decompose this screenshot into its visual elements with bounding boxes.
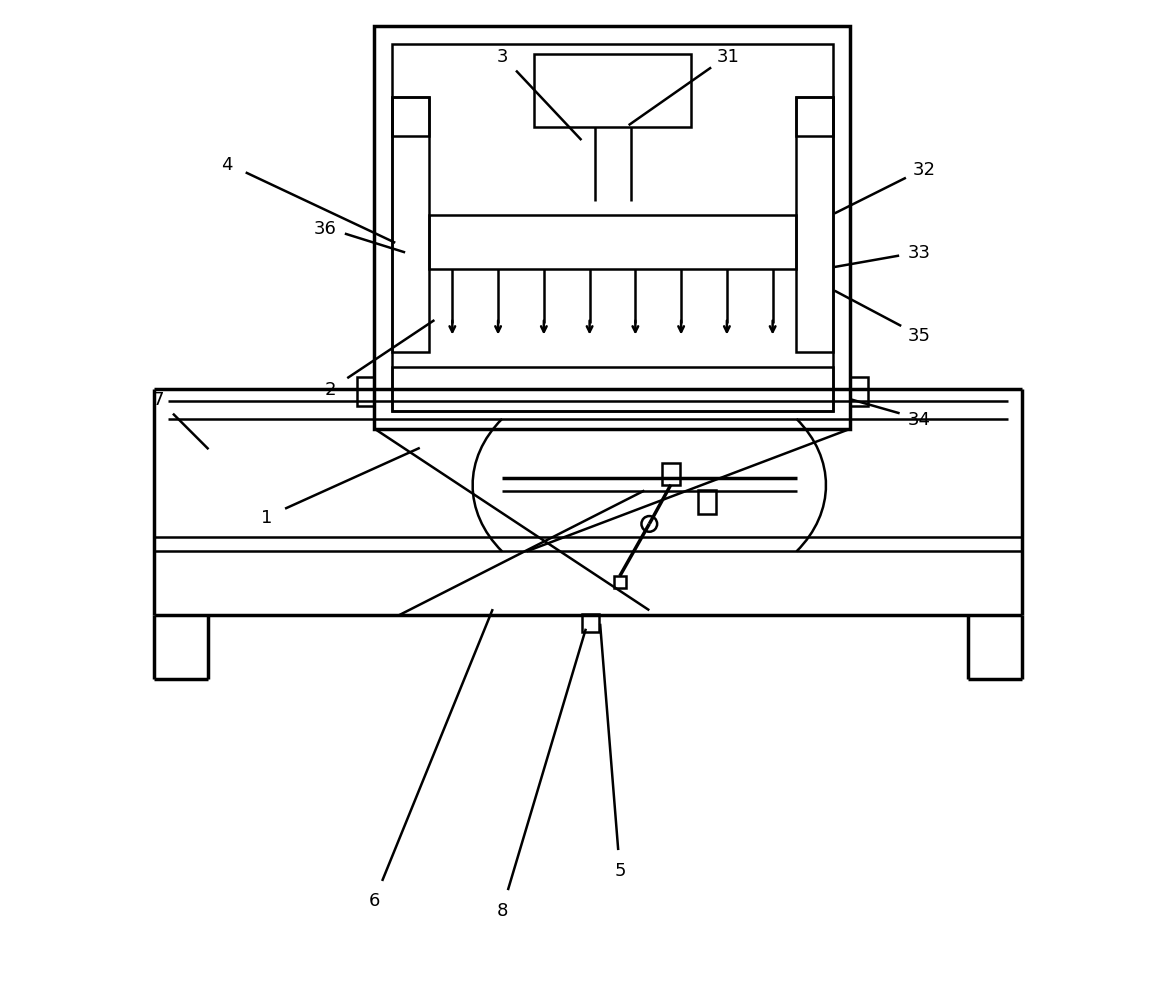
Bar — [662, 464, 679, 485]
Bar — [392, 98, 430, 137]
Bar — [375, 28, 850, 429]
Text: 7: 7 — [153, 390, 164, 409]
Text: 1: 1 — [261, 509, 272, 527]
Text: 4: 4 — [221, 156, 233, 174]
Text: 36: 36 — [314, 219, 337, 238]
Bar — [850, 378, 868, 406]
Bar — [698, 490, 715, 515]
Bar — [430, 216, 795, 269]
Text: 8: 8 — [497, 900, 508, 919]
Text: 5: 5 — [614, 862, 625, 880]
Text: 2: 2 — [324, 381, 336, 399]
Bar — [392, 98, 430, 353]
Bar — [582, 614, 600, 632]
Bar — [795, 98, 833, 137]
Text: 6: 6 — [369, 891, 381, 909]
Text: 31: 31 — [717, 47, 739, 66]
Text: 35: 35 — [908, 327, 931, 345]
Text: 33: 33 — [908, 244, 931, 261]
Text: 34: 34 — [908, 410, 931, 429]
Bar — [392, 45, 833, 411]
Text: 32: 32 — [912, 161, 936, 178]
Bar — [614, 577, 625, 588]
Bar — [392, 368, 833, 411]
Bar — [357, 378, 375, 406]
Text: 3: 3 — [497, 47, 508, 66]
Bar — [795, 98, 833, 353]
Bar — [534, 55, 692, 128]
